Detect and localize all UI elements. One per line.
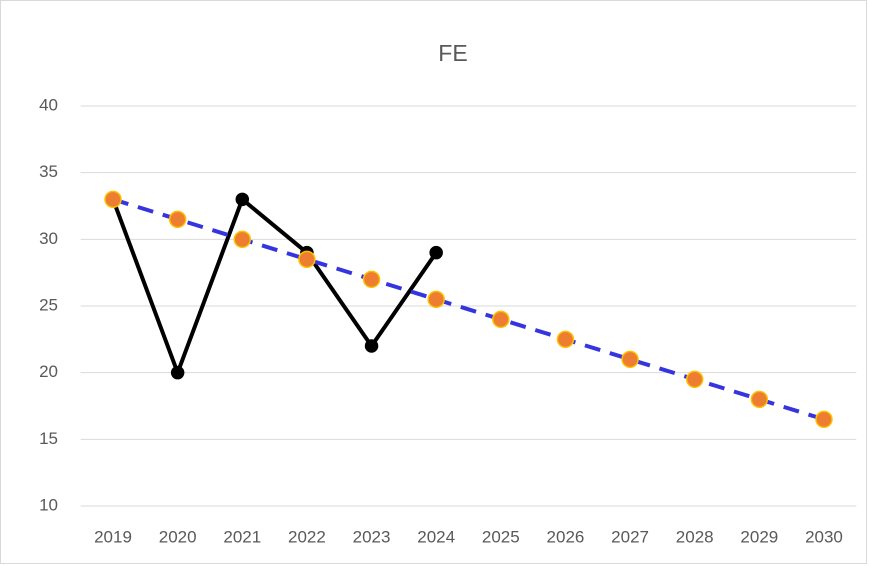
x-tick-label: 2027	[611, 527, 649, 546]
data-point	[170, 365, 185, 380]
chart-title: FE	[438, 40, 467, 66]
y-tick-label: 40	[39, 95, 58, 114]
data-point	[750, 390, 769, 409]
y-tick-label: 35	[39, 162, 58, 181]
data-point	[104, 190, 122, 209]
series-line	[112, 197, 825, 422]
y-tick-label: 30	[39, 229, 58, 248]
x-tick-label: 2029	[740, 527, 778, 546]
y-tick-label: 10	[39, 495, 58, 514]
data-point	[815, 410, 833, 429]
data-point	[621, 350, 639, 369]
data-point	[364, 339, 379, 353]
x-tick-label: 2030	[805, 527, 843, 546]
x-tick-label: 2024	[417, 527, 455, 546]
x-tick-label: 2020	[159, 527, 197, 546]
data-point	[362, 270, 381, 289]
data-point	[298, 250, 316, 269]
x-tick-label: 2025	[482, 527, 520, 546]
x-tick-label: 2021	[223, 527, 261, 546]
data-point	[685, 370, 704, 389]
data-point	[427, 290, 445, 309]
data-point	[429, 245, 443, 260]
data-point	[235, 192, 250, 207]
data-point	[233, 230, 252, 249]
x-tick-label: 2026	[547, 527, 585, 546]
x-tick-label: 2028	[676, 527, 714, 546]
data-point	[556, 330, 575, 349]
x-tick-label: 2022	[288, 527, 326, 546]
x-tick-label: 2019	[94, 527, 132, 546]
y-tick-label: 15	[39, 429, 58, 448]
data-point	[168, 210, 187, 229]
series-line	[111, 197, 438, 375]
x-tick-label: 2023	[353, 527, 391, 546]
data-point	[492, 310, 510, 329]
y-tick-label: 20	[39, 362, 58, 381]
y-tick-label: 25	[39, 295, 58, 314]
